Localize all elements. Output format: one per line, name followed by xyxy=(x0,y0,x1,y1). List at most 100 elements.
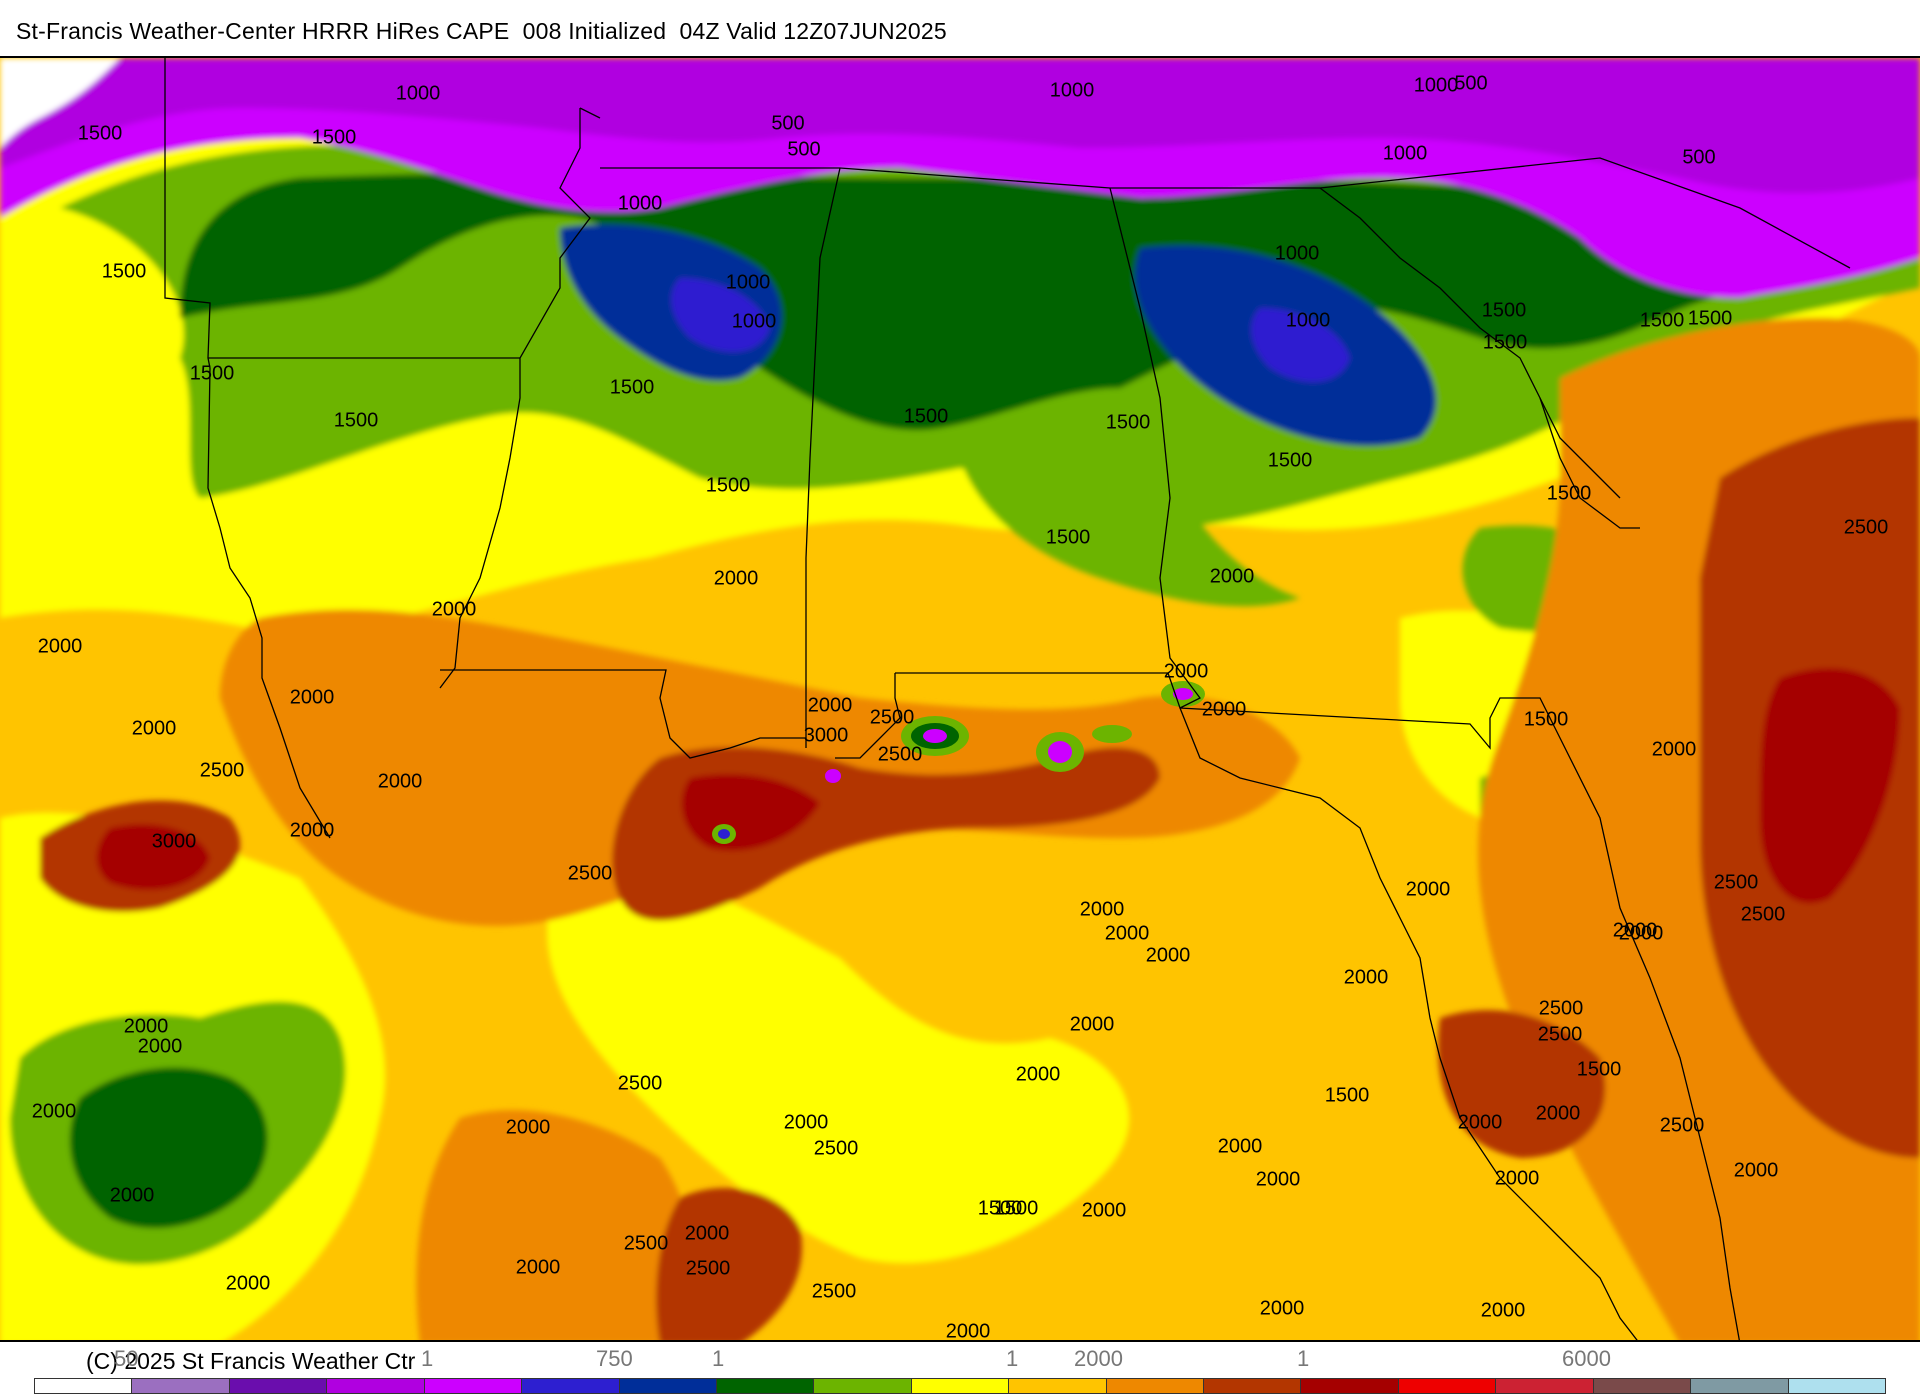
contour-label: 2000 xyxy=(109,1184,155,1207)
colorbar-swatch xyxy=(619,1379,717,1393)
cape-0-region xyxy=(0,58,120,148)
scale-label: 2000 xyxy=(1074,1346,1123,1371)
contour-label: 500 xyxy=(1682,146,1716,169)
cape-2500-region xyxy=(1438,1010,1606,1158)
contour-label: 2500 xyxy=(567,862,613,885)
contour-label: 2000 xyxy=(123,1015,169,1038)
state-boundaries xyxy=(164,58,1851,1340)
contour-label: 2000 xyxy=(1618,922,1664,945)
contour-label: 2000 xyxy=(1255,1168,1301,1191)
cape-cell xyxy=(718,829,730,839)
colorbar xyxy=(34,1378,1886,1394)
contour-label: 500 xyxy=(771,112,805,135)
colorbar-swatch xyxy=(911,1379,1010,1393)
contour-label: 2000 xyxy=(684,1222,730,1245)
contour-label: 2000 xyxy=(1494,1167,1540,1190)
boundary-line xyxy=(579,107,601,119)
contour-label: 3000 xyxy=(803,724,849,747)
contour-label: 2000 xyxy=(713,567,759,590)
boundary-line xyxy=(164,58,331,839)
contour-label: 1500 xyxy=(993,1197,1039,1220)
colorbar-swatch xyxy=(1106,1379,1205,1393)
contour-label: 2000 xyxy=(1163,660,1209,683)
footer: (C) 2025 St Francis Weather Ctr 50 1 750… xyxy=(0,1342,1920,1400)
contour-label: 1000 xyxy=(1285,309,1331,332)
convective-cells xyxy=(712,681,1205,844)
boundary-line xyxy=(895,672,1740,1340)
contour-label: 2500 xyxy=(1538,997,1584,1020)
contour-label: 1000 xyxy=(395,82,441,105)
boundary-line xyxy=(805,167,841,748)
contour-label: 2000 xyxy=(1209,565,1255,588)
cape-2750-region xyxy=(96,824,210,890)
cape-cell xyxy=(825,769,841,783)
contour-label: 2500 xyxy=(685,1257,731,1280)
contour-label: 1500 xyxy=(977,1197,1023,1220)
contour-label: 2500 xyxy=(869,706,915,729)
map-title: St-Francis Weather-Center HRRR HiRes CAP… xyxy=(16,18,947,44)
contour-label: 2000 xyxy=(225,1272,271,1295)
contour-label: 2000 xyxy=(1217,1135,1263,1158)
title-bar: St-Francis Weather-Center HRRR HiRes CAP… xyxy=(0,0,1920,56)
contour-label: 2000 xyxy=(1015,1063,1061,1086)
contour-label: 1500 xyxy=(1481,299,1527,322)
contour-label: 1500 xyxy=(1324,1084,1370,1107)
contour-label: 2000 xyxy=(1535,1102,1581,1125)
contour-label: 1500 xyxy=(1267,449,1313,472)
contour-label: 2000 xyxy=(505,1116,551,1139)
scale-label: 1 xyxy=(1006,1346,1019,1371)
contour-label: 1000 xyxy=(1382,142,1428,165)
contour-label: 1000 xyxy=(1413,74,1459,97)
contour-label: 1000 xyxy=(617,192,663,215)
contour-label: 2500 xyxy=(813,1137,859,1160)
cape-1250-region xyxy=(180,173,1800,430)
contour-label: 2000 xyxy=(1201,698,1247,721)
boundary-line xyxy=(1319,187,1640,529)
colorbar-swatch xyxy=(814,1379,912,1393)
cape-1500-region xyxy=(956,356,1300,607)
scale-label: 750 xyxy=(596,1346,633,1371)
contour-label: 1500 xyxy=(1482,331,1528,354)
contour-label: 1500 xyxy=(1687,307,1733,330)
contour-label: 1500 xyxy=(189,362,235,385)
contour-label: 1500 xyxy=(333,409,379,432)
contour-label: 500 xyxy=(787,138,821,161)
contour-label: 1500 xyxy=(903,405,949,428)
contour-label: 2000 xyxy=(1104,922,1150,945)
contour-label: 2000 xyxy=(1651,738,1697,761)
cape-750-region xyxy=(671,278,770,352)
contour-label: 1500 xyxy=(705,474,751,497)
boundary-line xyxy=(835,673,901,759)
contour-label: 2000 xyxy=(289,686,335,709)
contour-label: 2500 xyxy=(811,1280,857,1303)
colorbar-swatch xyxy=(1204,1379,1302,1393)
colorbar-swatch xyxy=(522,1379,620,1393)
contour-label: 1000 xyxy=(1049,79,1095,102)
scale-label: 1 xyxy=(1297,1346,1310,1371)
contour-label: 2000 xyxy=(1081,1199,1127,1222)
contour-label: 1000 xyxy=(725,271,771,294)
boundary-line xyxy=(440,669,806,759)
contour-label: 2000 xyxy=(1405,878,1451,901)
contour-label: 1000 xyxy=(731,310,777,333)
contour-label: 1000 xyxy=(1274,242,1320,265)
copyright-text: (C) 2025 St Francis Weather Ctr xyxy=(86,1348,416,1374)
contour-label: 1500 xyxy=(1105,411,1151,434)
contour-label: 2000 xyxy=(945,1320,991,1342)
contour-label: 1500 xyxy=(1546,482,1592,505)
contour-label: 2000 xyxy=(289,819,335,842)
colorbar-swatch xyxy=(1788,1379,1886,1393)
map-frame: 1000 1500 1500 500 500 1000 1000 500 1000 500 1500… xyxy=(0,56,1920,1342)
boundary-line xyxy=(1179,707,1638,1340)
colorbar-swatch xyxy=(1398,1379,1497,1393)
contour-label: 2500 xyxy=(877,743,923,766)
contour-label: 1500 xyxy=(1576,1058,1622,1081)
contour-label: 1500 xyxy=(1523,708,1569,731)
boundary-line xyxy=(439,108,591,689)
contour-label: 1500 xyxy=(101,260,147,283)
contour-label: 2500 xyxy=(623,1232,669,1255)
contour-label: 1500 xyxy=(311,126,357,149)
colorbar-swatch xyxy=(132,1379,230,1393)
contour-label: 2000 xyxy=(377,770,423,793)
contour-label: 2000 xyxy=(131,717,177,740)
